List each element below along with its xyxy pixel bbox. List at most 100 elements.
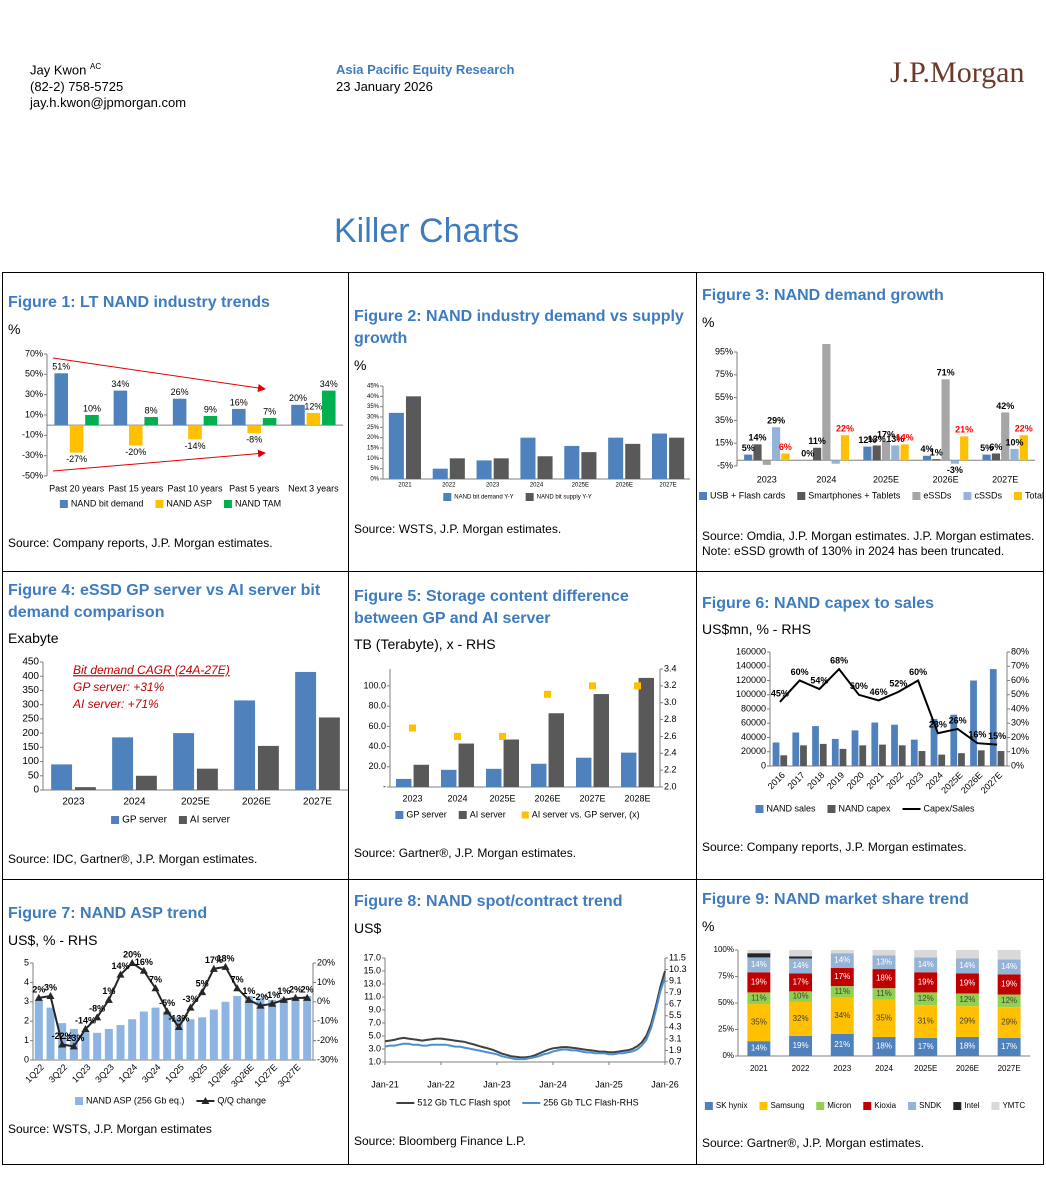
bar bbox=[819, 743, 827, 766]
value-label: 19% bbox=[959, 978, 975, 987]
legend-swatch bbox=[521, 811, 529, 819]
y-tick-label: 0% bbox=[317, 996, 330, 1006]
figure-title: Figure 7: NAND ASP trend bbox=[8, 905, 208, 922]
value-label: 35% bbox=[751, 1018, 767, 1027]
figure-cell: - 20.0 40.0 60.0 80.0 100.0 2.0 2.2 2.4 2.6 2.8 3.0… bbox=[348, 571, 697, 880]
bar bbox=[51, 764, 73, 790]
x-tick-label: 2016 bbox=[766, 770, 787, 791]
y-tick-label: 60000 bbox=[741, 718, 766, 728]
source: Source: Gartner®, J.P. Morgan estimates. bbox=[354, 846, 577, 860]
y-tick-label: 20% bbox=[1011, 732, 1029, 742]
marker bbox=[221, 962, 230, 970]
y-tick-label: 30% bbox=[25, 389, 43, 399]
value-label: 45% bbox=[771, 688, 789, 698]
bar bbox=[268, 999, 277, 1060]
x-tick-label: 2017 bbox=[785, 770, 806, 791]
legend-entry: 256 Gb TLC Flash-RHS bbox=[522, 1097, 639, 1107]
value-label: 46% bbox=[870, 687, 888, 697]
legend-label: Q/Q change bbox=[217, 1095, 266, 1105]
source: Source: WSTS, J.P. Morgan estimates bbox=[8, 1122, 212, 1136]
bar bbox=[112, 737, 134, 790]
x-tick-label: Jan-26 bbox=[651, 1079, 679, 1089]
bar bbox=[531, 763, 547, 787]
bar bbox=[262, 418, 277, 426]
page-title: Killer Charts bbox=[334, 212, 520, 250]
value-label: 12% bbox=[1001, 996, 1017, 1005]
marker bbox=[198, 988, 207, 996]
bar-segment bbox=[747, 1004, 771, 1042]
marker bbox=[186, 1003, 195, 1011]
y-tick-label: 3.0 bbox=[664, 697, 677, 707]
marker bbox=[163, 1007, 172, 1015]
y-tick-label: 60.0 bbox=[368, 721, 386, 731]
value-label: 14% bbox=[834, 956, 850, 965]
value-label: 71% bbox=[937, 368, 955, 378]
source: Source: Company reports, J.P. Morgan est… bbox=[8, 536, 273, 550]
value-label: 16% bbox=[135, 957, 153, 967]
bar bbox=[989, 669, 997, 766]
note: Note: eSSD growth of 130% in 2024 has be… bbox=[702, 544, 1005, 558]
legend-entry: NAND capex bbox=[827, 803, 891, 813]
y-tick-label: 80% bbox=[1011, 646, 1029, 656]
legend-marker bbox=[201, 1097, 210, 1104]
y-tick-label: 100000 bbox=[736, 689, 766, 699]
x-tick-label: 2027E bbox=[659, 483, 676, 489]
bar bbox=[991, 453, 1000, 461]
bar bbox=[303, 995, 312, 1060]
trend-arrow bbox=[52, 357, 266, 392]
bar-segment bbox=[747, 1041, 771, 1056]
bar bbox=[938, 754, 946, 766]
x-tick-label: Jan-21 bbox=[371, 1079, 399, 1089]
bar bbox=[441, 769, 457, 787]
legend-swatch bbox=[1013, 492, 1022, 500]
y-tick-label: 450 bbox=[22, 657, 39, 668]
value-label: 12% bbox=[918, 994, 934, 1003]
legend-label: Micron bbox=[827, 1101, 851, 1110]
bar bbox=[898, 745, 906, 766]
value-label: 29% bbox=[959, 1017, 975, 1026]
x-tick-label: 2026E bbox=[242, 797, 271, 808]
legend-label: USB + Flash cards bbox=[710, 490, 786, 500]
bar bbox=[104, 1028, 113, 1060]
x-tick-label: 2027E bbox=[579, 793, 605, 803]
bar-segment bbox=[914, 950, 938, 958]
y-tick-label: 20000 bbox=[741, 746, 766, 756]
legend-swatch bbox=[59, 500, 68, 508]
legend-entry: AI server bbox=[178, 815, 231, 826]
legend-entry: SK hynix bbox=[704, 1101, 747, 1110]
legend-entry: Samsung bbox=[759, 1101, 804, 1110]
value-label: 7% bbox=[231, 975, 244, 985]
y-tick-label: 100% bbox=[714, 945, 734, 954]
bar bbox=[839, 748, 847, 766]
chart: 1.0 3.0 5.0 7.0 9.0 11.0 13.0 15.0 17.0 0.71.9 3.1… bbox=[363, 952, 686, 1107]
chart: -50%-30%-10%10%30%50%70%Past 20 years Pas… bbox=[22, 348, 343, 508]
y-tick-label: 1.0 bbox=[368, 1056, 381, 1066]
legend-entry: NAND ASP (256 Gb eq.) bbox=[75, 1095, 184, 1105]
legend-swatch bbox=[912, 492, 921, 500]
bar bbox=[638, 677, 654, 787]
bar-segment bbox=[830, 997, 854, 1034]
bar bbox=[503, 739, 519, 787]
value-label: 29% bbox=[1001, 1018, 1017, 1027]
value-label: 2% bbox=[301, 984, 314, 994]
value-label: -2% bbox=[252, 992, 268, 1002]
legend-swatch bbox=[797, 492, 806, 500]
y-tick-label: 250 bbox=[22, 714, 39, 725]
bar bbox=[891, 445, 900, 461]
x-tick-label: Jan-23 bbox=[483, 1079, 511, 1089]
y-tick-label: 3.1 bbox=[669, 1033, 682, 1043]
bar bbox=[960, 436, 969, 461]
value-label: 22% bbox=[1015, 424, 1033, 434]
value-label: 12% bbox=[959, 995, 975, 1004]
x-tick-label: 2023 bbox=[904, 770, 925, 791]
bar bbox=[958, 753, 965, 766]
annotation: AI server: +71% bbox=[72, 697, 159, 711]
y-tick-label: 15.0 bbox=[363, 965, 381, 975]
legend-entry: Capex/Sales bbox=[902, 803, 975, 813]
y-tick-label: - bbox=[383, 781, 386, 791]
x-tick-label: 2021 bbox=[750, 1064, 768, 1073]
x-tick-label: 1Q27E bbox=[252, 1062, 279, 1089]
y-tick-label: 50 bbox=[28, 770, 40, 781]
y-tick-label: 50% bbox=[1011, 689, 1029, 699]
bar bbox=[608, 437, 624, 479]
